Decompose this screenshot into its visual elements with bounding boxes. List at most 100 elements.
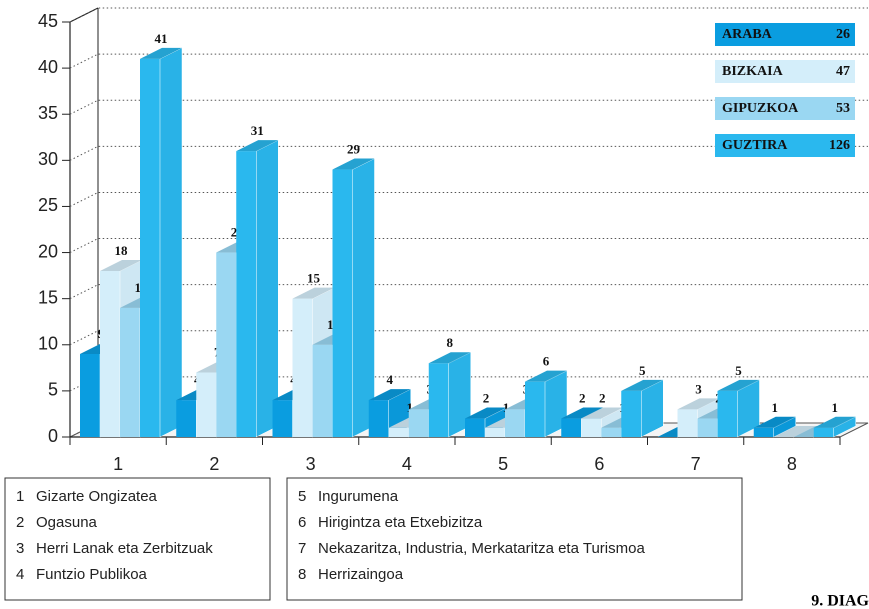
bar	[561, 418, 582, 437]
bar-top	[813, 416, 856, 428]
bar	[813, 427, 834, 437]
category-number: 1	[16, 488, 24, 505]
y-tick-label: 5	[48, 380, 58, 400]
category-number: 6	[298, 514, 306, 531]
bar	[332, 169, 353, 438]
x-tick-label: 3	[306, 454, 316, 474]
value-label: 41	[155, 31, 168, 46]
bar	[100, 271, 120, 437]
bar	[505, 409, 525, 437]
category-name: Gizarte Ongizatea	[36, 488, 158, 505]
value-label: 15	[307, 271, 321, 286]
bar	[80, 354, 100, 437]
bar	[485, 427, 505, 437]
legend-total: 53	[836, 101, 850, 116]
legend-swatch	[715, 60, 855, 83]
bar-top	[581, 407, 624, 419]
value-label: 5	[735, 363, 742, 378]
bar	[292, 298, 313, 437]
bar	[677, 409, 698, 437]
value-label: 1	[503, 400, 510, 415]
bar	[601, 427, 622, 437]
footer: 9. DIAG	[811, 593, 869, 609]
grid-line	[69, 238, 868, 254]
bar	[428, 363, 449, 437]
bar	[465, 418, 485, 437]
category-name: Ingurumena	[318, 488, 399, 505]
value-label: 4	[387, 372, 394, 387]
bar	[312, 344, 333, 437]
bar-side	[256, 139, 279, 438]
bar-top	[428, 352, 471, 364]
category-number: 8	[298, 566, 306, 583]
bar	[120, 307, 140, 437]
legend-swatch	[715, 134, 855, 157]
legend-label: GUZTIRA	[722, 138, 788, 153]
x-tick-label: 2	[209, 454, 219, 474]
x-tick-label: 7	[691, 454, 701, 474]
category-name: Herri Lanak eta Zerbitzuak	[36, 540, 213, 557]
x-tick-label: 5	[498, 454, 508, 474]
category-box-left	[4, 477, 271, 601]
category-number: 5	[298, 488, 306, 505]
bar-top	[773, 426, 816, 437]
legend-label: ARABA	[722, 27, 773, 42]
grid-line	[69, 53, 868, 69]
bar	[272, 400, 293, 437]
bar	[236, 151, 257, 437]
legend-label: BIZKAIA	[722, 64, 784, 79]
bar-top	[677, 398, 720, 410]
bar	[140, 58, 160, 438]
legend-swatch	[715, 23, 855, 46]
bar-top	[465, 407, 507, 419]
value-label: 1	[772, 400, 779, 415]
value-label: 2	[599, 391, 606, 406]
value-label: 18	[115, 243, 129, 258]
bar-side	[159, 47, 183, 438]
grid-line	[69, 376, 868, 392]
grid-line	[69, 330, 868, 346]
category-number: 2	[16, 514, 24, 531]
value-label: 1	[407, 400, 414, 415]
grid-line	[69, 191, 868, 207]
bar-top	[292, 287, 335, 299]
value-label: 2	[579, 391, 586, 406]
bar-top	[621, 379, 664, 391]
y-tick-label: 15	[38, 287, 58, 307]
category-name: Herrizaingoa	[318, 566, 404, 583]
y-tick-label: 40	[38, 57, 58, 77]
grid-line	[69, 284, 868, 300]
bar	[621, 390, 642, 437]
y-tick-label: 25	[38, 195, 58, 215]
grid-line	[69, 145, 868, 161]
legend-label: GIPUZKOA	[722, 101, 799, 116]
bar-top	[332, 158, 375, 170]
bar-top	[100, 260, 142, 271]
bar	[216, 252, 237, 437]
legend-total: 47	[836, 64, 850, 79]
bar	[581, 418, 602, 437]
x-tick-label: 4	[402, 454, 412, 474]
bar	[368, 400, 389, 437]
bar	[408, 409, 429, 437]
bar	[525, 381, 545, 437]
value-label: 31	[251, 123, 264, 138]
legend-total: 126	[829, 138, 850, 153]
value-label: 3	[695, 381, 702, 396]
category-box-right	[286, 477, 743, 601]
bar-top	[561, 407, 604, 419]
bar-top	[368, 389, 411, 401]
value-label: 29	[347, 142, 361, 157]
value-label: 8	[447, 335, 454, 350]
value-label: 2	[483, 391, 490, 406]
legend-swatch	[715, 97, 855, 120]
y-tick-label: 30	[38, 149, 58, 169]
bar-side	[352, 158, 375, 438]
bar	[717, 390, 738, 437]
x-tick-label: 1	[113, 454, 123, 474]
category-name: Nekazaritza, Industria, Merkataritza eta…	[318, 540, 645, 557]
legend-total: 26	[836, 27, 850, 42]
category-number: 3	[16, 540, 24, 557]
bar-top	[717, 379, 760, 391]
bar	[753, 427, 774, 437]
